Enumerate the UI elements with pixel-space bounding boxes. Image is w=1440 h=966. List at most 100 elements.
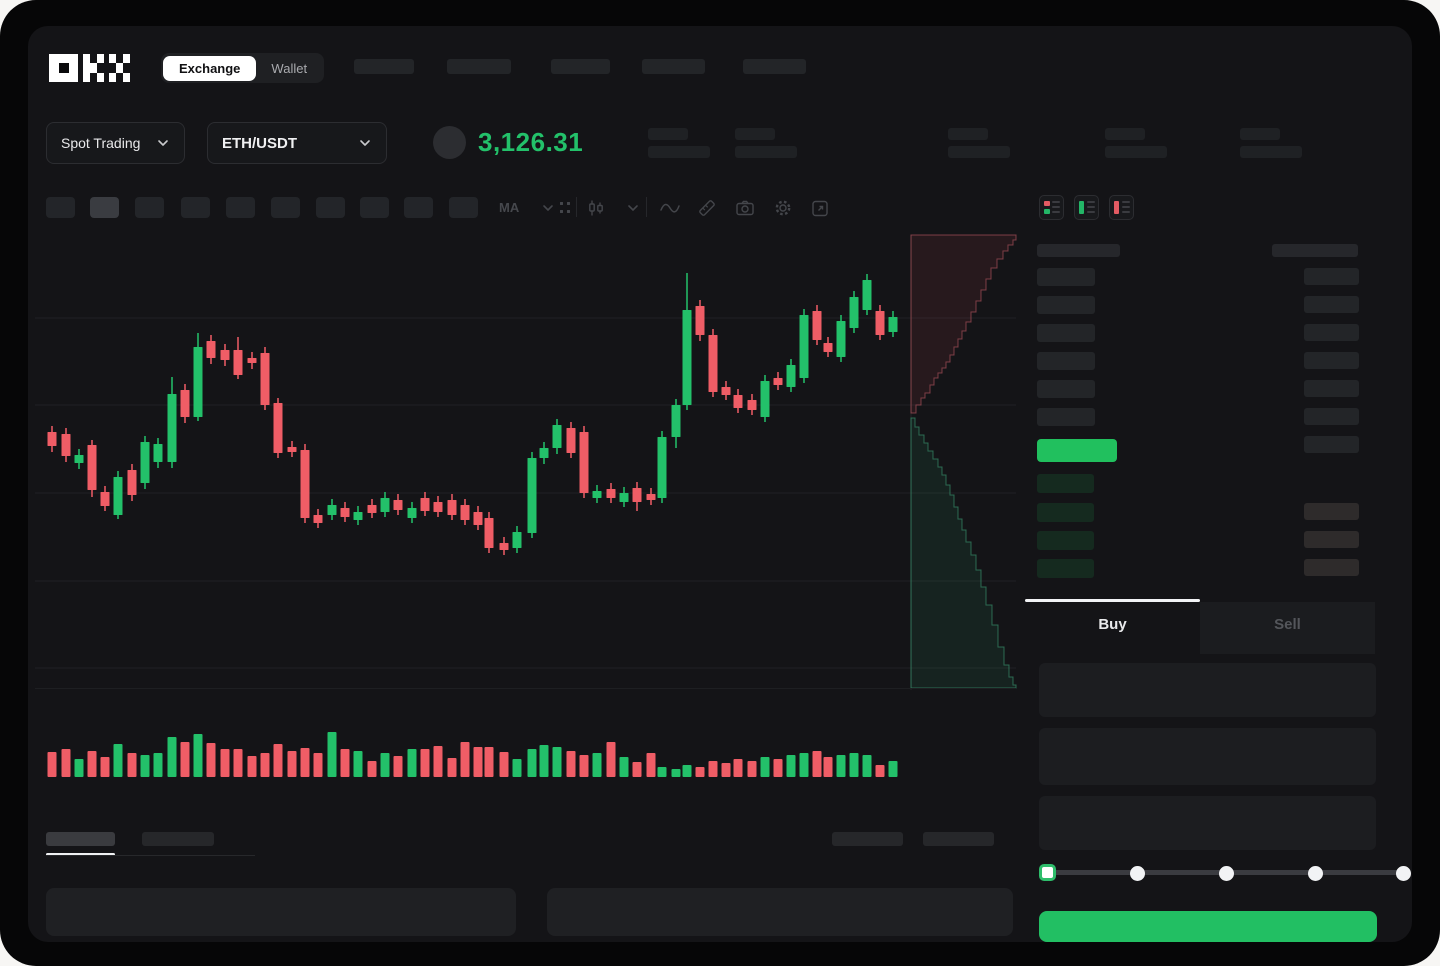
tab-exchange[interactable]: Exchange — [163, 55, 257, 81]
ma-indicator-label[interactable]: MA — [499, 200, 520, 215]
bottom-panel-placeholder — [547, 888, 1013, 936]
bottom-tab-placeholder[interactable] — [142, 832, 214, 846]
orderbook-header-placeholder — [1272, 244, 1358, 257]
orderbook-amount-row-placeholder[interactable] — [1304, 296, 1359, 313]
tab-wallet[interactable]: Wallet — [271, 60, 308, 76]
orderbook-amount-row-placeholder[interactable] — [1304, 324, 1359, 341]
bottom-tab-placeholder[interactable] — [46, 832, 115, 846]
logo-letter-x — [109, 54, 130, 82]
timeframe-button-placeholder[interactable] — [360, 197, 389, 218]
toolbar-divider — [646, 197, 647, 217]
exchange-wallet-switch: Exchange Wallet — [161, 53, 325, 83]
slider-stop-dot[interactable] — [1396, 866, 1411, 881]
more-options-icon[interactable] — [558, 200, 572, 216]
ticker-stat-placeholder — [948, 128, 988, 140]
order-total-input-placeholder[interactable] — [1039, 796, 1376, 850]
coin-avatar — [433, 126, 466, 159]
market-mode-select[interactable]: Spot Trading — [46, 122, 185, 164]
timeframe-button-placeholder[interactable] — [449, 197, 478, 218]
orderbook-amount-row-placeholder[interactable] — [1304, 268, 1359, 285]
volume-chart[interactable] — [35, 688, 1016, 783]
orderbook-amount-row-placeholder[interactable] — [1304, 408, 1359, 425]
nav-item-placeholder[interactable] — [551, 59, 610, 74]
orderbook-amount-row-placeholder[interactable] — [1304, 436, 1359, 453]
timeframe-button-placeholder[interactable] — [90, 197, 119, 218]
nav-item-placeholder[interactable] — [642, 59, 705, 74]
order-price-input-placeholder[interactable] — [1039, 663, 1376, 717]
app-background — [28, 26, 1412, 942]
orderbook-price-row-placeholder[interactable] — [1037, 380, 1095, 398]
logo-letter-o — [49, 54, 78, 82]
timeframe-button-placeholder[interactable] — [226, 197, 255, 218]
ticker-stat-placeholder — [648, 146, 710, 158]
nav-item-placeholder[interactable] — [743, 59, 806, 74]
orderbook-sell-view-icon[interactable] — [1109, 195, 1134, 220]
slider-stop-dot[interactable] — [1130, 866, 1145, 881]
settings-gear-icon[interactable] — [773, 199, 793, 217]
timeframe-button-placeholder[interactable] — [404, 197, 433, 218]
measure-ruler-icon[interactable] — [697, 198, 717, 218]
okx-logo — [49, 54, 130, 82]
pair-select[interactable]: ETH/USDT — [207, 122, 387, 164]
ticker-stat-placeholder — [1240, 146, 1302, 158]
orderbook-amount-row-placeholder[interactable] — [1304, 352, 1359, 369]
ticker-stat-placeholder — [1105, 128, 1145, 140]
bottom-tab-placeholder[interactable] — [832, 832, 903, 846]
sell-tab-background — [1200, 602, 1375, 654]
slider-stop-dot[interactable] — [1219, 866, 1234, 881]
orderbook-bid-row-placeholder[interactable] — [1037, 531, 1094, 550]
buy-submit-button[interactable] — [1039, 911, 1377, 942]
timeframe-button-placeholder[interactable] — [271, 197, 300, 218]
orderbook-header-placeholder — [1037, 244, 1120, 257]
orderbook-amount-row-placeholder[interactable] — [1304, 380, 1359, 397]
orderbook-amount-row-placeholder[interactable] — [1304, 503, 1359, 520]
timeframe-button-placeholder[interactable] — [316, 197, 345, 218]
camera-snapshot-icon[interactable] — [735, 199, 755, 217]
chevron-down-icon — [158, 140, 168, 146]
volume-bars — [47, 732, 898, 777]
chevron-down-icon[interactable] — [540, 201, 556, 215]
timeframe-button-placeholder[interactable] — [46, 197, 75, 218]
timeframe-button-placeholder[interactable] — [135, 197, 164, 218]
orderbook-bid-row-placeholder[interactable] — [1037, 503, 1094, 522]
slider-handle[interactable] — [1039, 864, 1056, 881]
ticker-stat-placeholder — [1240, 128, 1280, 140]
ticker-stat-placeholder — [648, 128, 688, 140]
slider-stop-dot[interactable] — [1308, 866, 1323, 881]
orderbook-buy-view-icon[interactable] — [1074, 195, 1099, 220]
fullscreen-expand-icon[interactable] — [811, 199, 830, 218]
orderbook-last-price-bar[interactable] — [1037, 439, 1117, 462]
orderbook-bid-row-placeholder[interactable] — [1037, 559, 1094, 578]
orderbook-both-view-icon[interactable] — [1039, 195, 1064, 220]
candlestick-chart[interactable] — [35, 234, 1017, 690]
nav-item-placeholder[interactable] — [354, 59, 414, 74]
orderbook-price-row-placeholder[interactable] — [1037, 408, 1095, 426]
orderbook-price-row-placeholder[interactable] — [1037, 352, 1095, 370]
orderbook-price-row-placeholder[interactable] — [1037, 268, 1095, 286]
order-amount-input-placeholder[interactable] — [1039, 728, 1376, 785]
depth-asks-area — [910, 234, 1017, 414]
candlestick-style-icon[interactable] — [587, 199, 605, 217]
tab-sell[interactable]: Sell — [1274, 616, 1301, 633]
ticker-stat-placeholder — [1105, 146, 1167, 158]
chevron-down-icon[interactable] — [625, 201, 641, 215]
nav-item-placeholder[interactable] — [447, 59, 511, 74]
market-mode-label: Spot Trading — [61, 135, 141, 151]
pair-label: ETH/USDT — [222, 134, 297, 152]
orderbook-price-row-placeholder[interactable] — [1037, 296, 1095, 314]
orderbook-bid-row-placeholder[interactable] — [1037, 474, 1094, 493]
chevron-down-icon — [360, 140, 370, 146]
active-bottom-tab-indicator — [46, 853, 115, 856]
orderbook-amount-row-placeholder[interactable] — [1304, 531, 1359, 548]
ticker-stat-placeholder — [735, 128, 775, 140]
ticker-stat-placeholder — [735, 146, 797, 158]
orderbook-price-row-placeholder[interactable] — [1037, 324, 1095, 342]
candles — [47, 273, 898, 555]
tab-buy[interactable]: Buy — [1098, 616, 1127, 633]
orderbook-amount-row-placeholder[interactable] — [1304, 559, 1359, 576]
bottom-tab-placeholder[interactable] — [923, 832, 994, 846]
bottom-tab-track — [46, 855, 255, 856]
timeframe-button-placeholder[interactable] — [181, 197, 210, 218]
indicator-wave-icon[interactable] — [659, 200, 681, 216]
